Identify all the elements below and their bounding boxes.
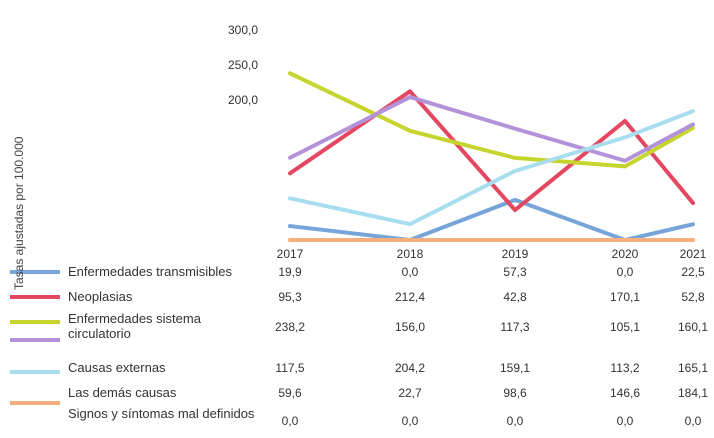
x-tick-label: 2018	[396, 247, 424, 261]
table-cell: 160,1	[677, 320, 709, 334]
table-cell: 159,1	[499, 361, 531, 375]
table-cell: 0,0	[616, 265, 634, 279]
series-line	[288, 71, 695, 169]
table-cell: 156,0	[394, 320, 426, 334]
y-tick-label: 250,0	[227, 58, 258, 72]
table-cell: 22,7	[398, 386, 422, 400]
table-cell: 0,0	[506, 414, 524, 428]
table-cell: 117,5	[275, 361, 305, 375]
legend-label: Enfermedades sistema circulatorio	[68, 311, 201, 341]
x-tick-label: 2019	[501, 247, 529, 261]
table-cell: 0,0	[401, 265, 419, 279]
x-tick-label: 2017	[276, 247, 304, 261]
table-cell: 52,8	[681, 290, 705, 304]
table-cell: 0,0	[401, 414, 419, 428]
table-cell: 105,1	[609, 320, 641, 334]
y-tick-label: 300,0	[227, 23, 258, 37]
table-cell: 117,3	[500, 320, 530, 334]
series-line	[288, 95, 695, 163]
legend-label: Las demás causas	[68, 385, 177, 400]
legend-label: Neoplasias	[68, 289, 133, 304]
x-tick-label: 2021	[679, 247, 707, 261]
table-cell: 212,4	[394, 290, 426, 304]
table-cell: 42,8	[503, 290, 527, 304]
table-cell: 184,1	[677, 386, 709, 400]
table-cell: 204,2	[394, 361, 426, 375]
table-cell: 113,2	[610, 361, 640, 375]
y-tick-label: 200,0	[227, 93, 258, 107]
table-cell: 0,0	[616, 414, 634, 428]
legend-label: Enfermedades transmisibles	[68, 264, 233, 279]
table-cell: 57,3	[503, 265, 527, 279]
table-cell: 0,0	[684, 414, 702, 428]
series-line	[288, 109, 695, 227]
table-cell: 165,1	[677, 361, 709, 375]
y-axis-label: Tasas ajustadas por 100.000	[12, 136, 26, 290]
table-cell: 59,6	[278, 386, 302, 400]
table-cell: 146,6	[609, 386, 641, 400]
table-cell: 19,9	[278, 265, 302, 279]
legend-label: Signos y síntomas mal definidos	[68, 406, 255, 421]
table-cell: 22,5	[681, 265, 705, 279]
table-cell: 95,3	[278, 290, 302, 304]
series-line	[288, 197, 695, 242]
table-cell: 98,6	[503, 386, 527, 400]
table-cell: 0,0	[281, 414, 299, 428]
legend-label: Causas externas	[68, 360, 166, 375]
table-cell: 170,1	[609, 290, 641, 304]
table-cell: 238,2	[274, 320, 306, 334]
x-tick-label: 2020	[611, 247, 639, 261]
